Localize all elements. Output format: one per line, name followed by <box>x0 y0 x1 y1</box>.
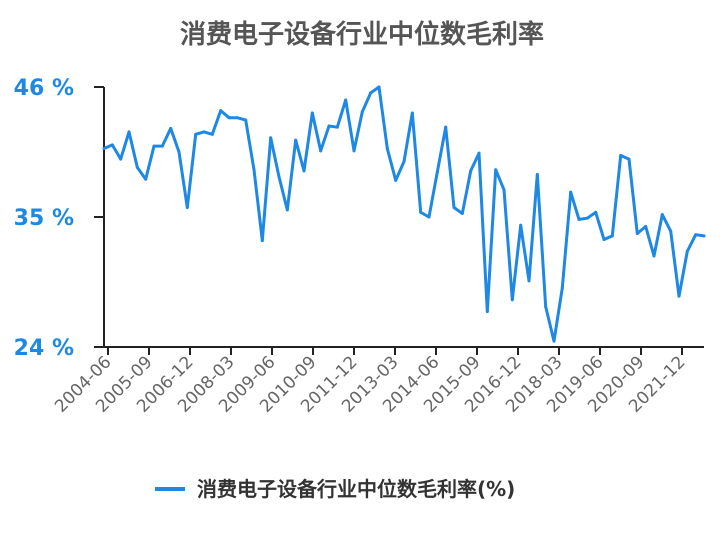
data-point <box>335 125 339 129</box>
y-tick-label: 35 % <box>14 206 74 231</box>
data-point <box>569 190 573 194</box>
data-point <box>660 213 664 217</box>
data-point <box>485 310 489 314</box>
data-point <box>635 232 639 236</box>
y-tick-label: 24 % <box>14 336 74 361</box>
series-layer <box>102 85 706 343</box>
data-point <box>444 125 448 129</box>
data-point <box>594 210 598 214</box>
data-point <box>519 223 523 227</box>
data-point <box>419 210 423 214</box>
data-point <box>702 234 706 238</box>
data-point <box>402 159 406 163</box>
data-point <box>327 124 331 128</box>
data-point <box>210 132 214 136</box>
data-point <box>277 175 281 179</box>
data-point <box>610 234 614 238</box>
data-point <box>285 208 289 212</box>
data-point <box>119 157 123 161</box>
data-point <box>627 157 631 161</box>
data-point <box>585 216 589 220</box>
series-line <box>102 85 706 343</box>
data-point <box>369 91 373 95</box>
data-point <box>544 305 548 309</box>
data-point <box>502 188 506 192</box>
data-point <box>169 126 173 130</box>
data-point <box>452 206 456 210</box>
data-point <box>685 249 689 253</box>
data-point <box>394 178 398 182</box>
data-point <box>244 118 248 122</box>
data-point <box>669 229 673 233</box>
data-point <box>469 169 473 173</box>
chart-title: 消费电子设备行业中位数毛利率 <box>180 19 544 50</box>
data-point <box>352 149 356 153</box>
data-point <box>344 98 348 102</box>
data-point <box>677 294 681 298</box>
data-point <box>177 150 181 154</box>
data-point <box>102 146 106 150</box>
data-point <box>219 109 223 113</box>
x-axis-ticks: 2004-062005-092006-122008-032009-062010-… <box>51 347 690 417</box>
data-point <box>360 110 364 114</box>
data-point <box>110 143 114 147</box>
data-point <box>302 169 306 173</box>
data-point <box>160 144 164 148</box>
data-point <box>535 172 539 176</box>
data-point <box>644 224 648 228</box>
data-point <box>435 170 439 174</box>
data-point <box>560 286 564 290</box>
y-tick-label: 46 % <box>14 76 74 101</box>
data-point <box>510 298 514 302</box>
data-point <box>310 111 314 115</box>
data-point <box>602 237 606 241</box>
data-point <box>269 136 273 140</box>
data-point <box>427 215 431 219</box>
data-point <box>144 177 148 181</box>
data-point <box>294 138 298 142</box>
legend: 消费电子设备行业中位数毛利率(%) <box>155 477 515 501</box>
data-point <box>152 144 156 148</box>
data-point <box>252 168 256 172</box>
data-point <box>127 130 131 134</box>
data-point <box>477 151 481 155</box>
data-point <box>527 279 531 283</box>
data-point <box>694 233 698 237</box>
data-point <box>260 239 264 243</box>
data-point <box>235 116 239 120</box>
data-point <box>460 211 464 215</box>
data-point <box>385 146 389 150</box>
data-point <box>410 111 414 115</box>
data-point <box>652 254 656 258</box>
data-point <box>135 165 139 169</box>
data-point <box>227 116 231 120</box>
data-point <box>619 154 623 158</box>
data-point <box>552 339 556 343</box>
data-point <box>577 217 581 221</box>
y-axis-ticks: 24 % 35 % 46 % <box>14 76 104 361</box>
data-point <box>377 85 381 89</box>
data-point <box>194 132 198 136</box>
data-point <box>494 168 498 172</box>
legend-label: 消费电子设备行业中位数毛利率(%) <box>197 477 515 501</box>
data-point <box>185 206 189 210</box>
data-point <box>319 149 323 153</box>
data-point <box>202 130 206 134</box>
